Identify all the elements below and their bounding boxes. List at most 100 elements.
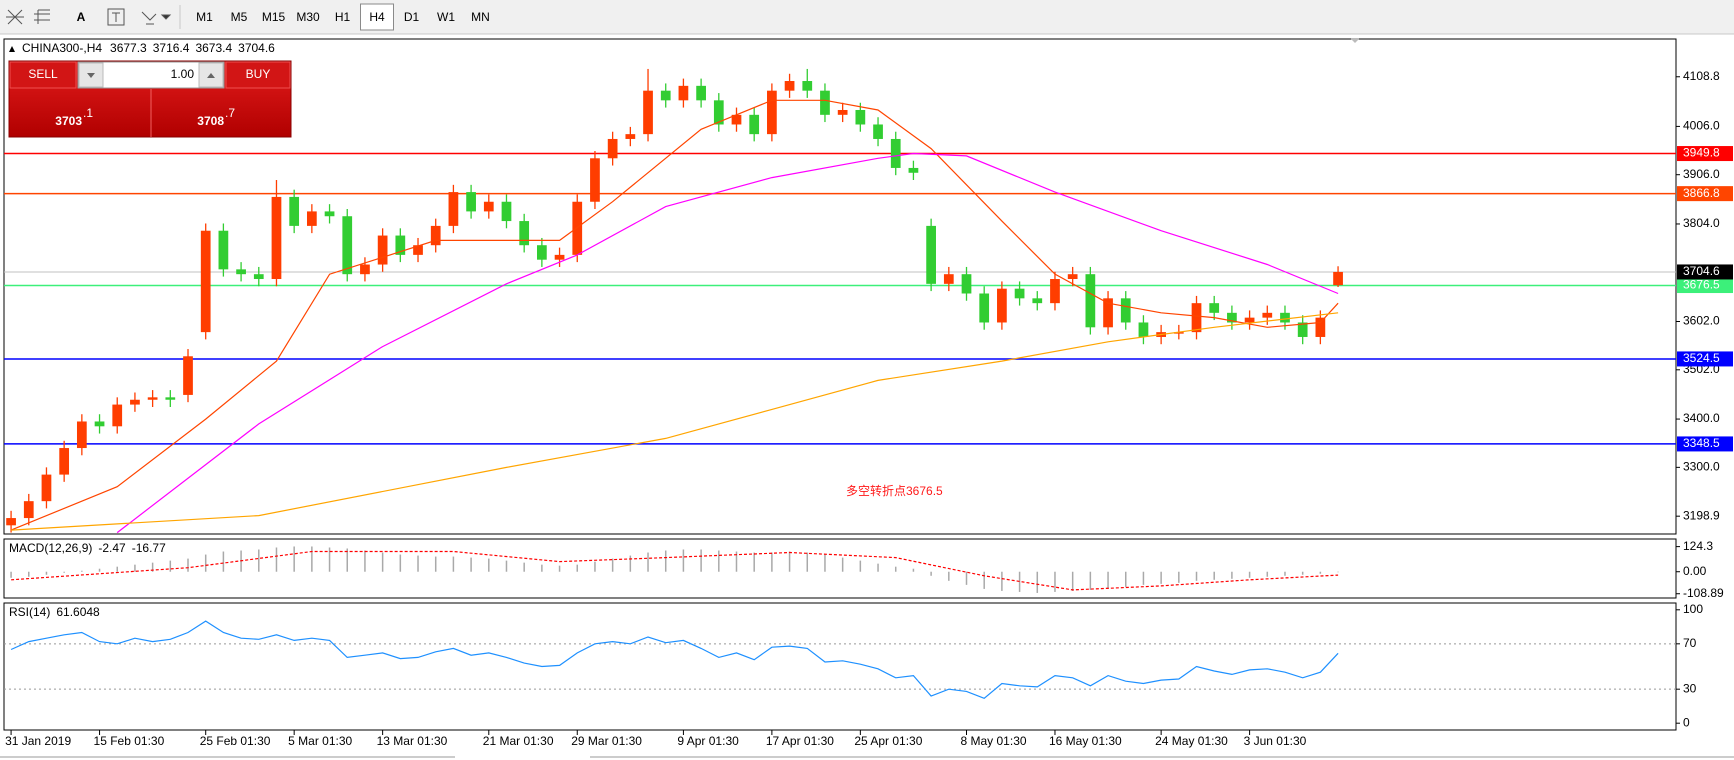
timeframe-button[interactable]: H4 xyxy=(369,10,385,24)
candle-body xyxy=(961,274,972,294)
candle-body xyxy=(855,109,866,125)
candle-body xyxy=(360,264,370,275)
y-tick-label: 3804.0 xyxy=(1683,216,1720,230)
y-tick-label: 3602.0 xyxy=(1683,314,1720,328)
main-header: CHINA300-,H4 3677.3 3716.4 3673.4 3704.6 xyxy=(22,41,275,55)
timeframe-button[interactable]: M5 xyxy=(231,10,248,24)
x-tick-label: 25 Feb 01:30 xyxy=(200,734,271,748)
y-tick-label: 3906.0 xyxy=(1683,167,1720,181)
crosshair-icon[interactable] xyxy=(6,9,24,25)
candle-body xyxy=(890,138,901,168)
candle-body xyxy=(731,114,742,125)
candle-body xyxy=(926,225,936,284)
moving-average xyxy=(116,152,1339,534)
shapes-icon[interactable] xyxy=(141,11,157,25)
candle-body xyxy=(1085,274,1096,328)
rsi-title: RSI(14) xyxy=(9,605,50,619)
candle-body xyxy=(713,100,724,125)
candle-body xyxy=(165,397,176,400)
sell-label[interactable]: SELL xyxy=(28,67,58,81)
dropdown-arrow[interactable] xyxy=(160,14,172,20)
timeframe-button[interactable]: W1 xyxy=(437,10,455,24)
header-low: 3673.4 xyxy=(195,41,232,55)
timeframe-button[interactable]: H1 xyxy=(335,10,351,24)
candle-body xyxy=(590,158,600,202)
header-open: 3677.3 xyxy=(110,41,147,55)
x-tick-label: 3 Jun 01:30 xyxy=(1244,734,1307,748)
candle-body xyxy=(1067,274,1078,280)
text-tool[interactable]: A xyxy=(77,10,86,24)
candle-body xyxy=(1280,312,1290,323)
timeframe-button[interactable]: D1 xyxy=(404,10,420,24)
candle-body xyxy=(413,245,423,255)
candle-body xyxy=(554,254,565,260)
candle-body xyxy=(1244,317,1255,323)
level-label-bg xyxy=(1677,436,1733,452)
buy-button[interactable] xyxy=(225,61,291,89)
candle-body xyxy=(1103,298,1113,328)
label-icon-t xyxy=(112,12,120,22)
candle-body xyxy=(41,474,52,502)
candle-body xyxy=(94,421,105,427)
candle-body xyxy=(1014,288,1025,299)
level-label-bg xyxy=(1677,278,1733,294)
candle-body xyxy=(253,274,264,280)
timeframe-button[interactable]: M15 xyxy=(262,10,286,24)
candle-body xyxy=(1191,303,1202,333)
candle-body xyxy=(430,225,441,246)
candle-body xyxy=(908,167,919,173)
main-plot xyxy=(4,68,1676,534)
x-tick-label: 16 May 01:30 xyxy=(1049,734,1122,748)
label-icon[interactable] xyxy=(107,8,125,26)
candle-body xyxy=(572,201,583,255)
sell-button[interactable] xyxy=(9,61,77,89)
x-tick-label: 24 May 01:30 xyxy=(1155,734,1228,748)
bid-main[interactable]: 3703 xyxy=(55,114,82,128)
rsi-header: RSI(14) 61.6048 xyxy=(9,605,100,619)
annotation: 多空转折点3676.5 xyxy=(846,483,943,498)
candle-body xyxy=(112,404,123,427)
candle-body xyxy=(678,85,689,101)
ask-fraction[interactable]: .7 xyxy=(225,106,235,120)
buy-label[interactable]: BUY xyxy=(246,67,271,81)
y-tick-label: 0.00 xyxy=(1683,564,1707,578)
ask-main[interactable]: 3708 xyxy=(197,114,224,128)
chart-shift-marker[interactable] xyxy=(1350,38,1360,43)
moving-average xyxy=(10,99,1339,531)
x-tick-label: 21 Mar 01:30 xyxy=(483,734,554,748)
candle-body xyxy=(979,293,990,323)
rsi-plot xyxy=(4,620,1676,699)
toolbar xyxy=(0,0,1734,34)
y-tick-label: 3300.0 xyxy=(1683,460,1720,474)
macd-header: MACD(12,26,9) -2.47 -16.77 xyxy=(9,541,166,555)
candle-body xyxy=(6,518,16,526)
y-tick-label: 30 xyxy=(1683,681,1697,695)
candle-body xyxy=(147,397,158,400)
candle-body xyxy=(943,274,954,284)
candle-body xyxy=(1173,332,1184,334)
bid-fraction[interactable]: .1 xyxy=(83,106,93,120)
candle-body xyxy=(820,90,830,115)
candle-body xyxy=(997,288,1007,323)
candle-body xyxy=(289,196,300,226)
rsi-pane xyxy=(3,602,1677,731)
candle-body xyxy=(23,501,34,519)
lots-up[interactable] xyxy=(198,62,224,88)
candle-body xyxy=(537,245,547,260)
x-tick-label: 17 Apr 01:30 xyxy=(766,734,834,748)
y-tick-label: 70 xyxy=(1683,636,1697,650)
fibo-icon[interactable] xyxy=(34,9,50,24)
timeframe-button[interactable]: M1 xyxy=(196,10,213,24)
candle-body xyxy=(1227,312,1237,323)
candle-body xyxy=(76,421,87,449)
header-close: 3704.6 xyxy=(238,41,275,55)
candle-body xyxy=(271,196,282,280)
level-label: 3676.5 xyxy=(1683,278,1720,292)
timeframe-button[interactable]: MN xyxy=(471,10,490,24)
candle-body xyxy=(873,124,883,139)
lots-up-arrow xyxy=(207,73,215,78)
timeframe-button[interactable]: M30 xyxy=(296,10,320,24)
candle-body xyxy=(324,211,335,217)
y-tick-label: 124.3 xyxy=(1683,539,1713,553)
lots-value[interactable]: 1.00 xyxy=(171,67,195,81)
